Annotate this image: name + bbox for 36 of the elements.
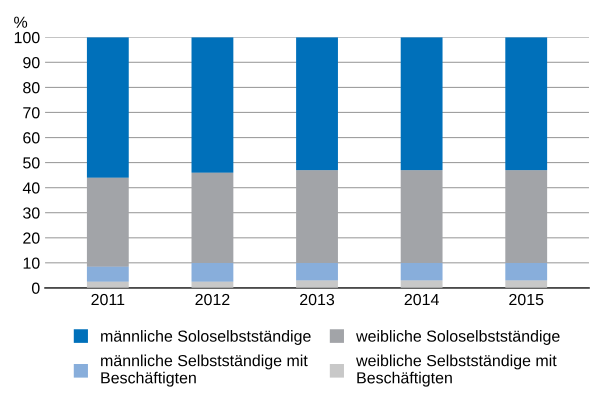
x-tick-label: 2012 (195, 294, 230, 306)
bar (400, 37, 443, 170)
bar (400, 262, 443, 280)
bar (296, 37, 338, 170)
y-tick-label: 60 (23, 132, 40, 144)
legend-label: männliche Soloselbstständige (101, 330, 311, 345)
x-tick-label: 2014 (404, 294, 439, 306)
bar (192, 262, 234, 282)
legend-label: weibliche Soloselbstständige (356, 330, 560, 345)
bar (296, 280, 338, 288)
bar (86, 266, 129, 282)
y-tick-label: 40 (22, 182, 40, 194)
bar (505, 37, 548, 170)
bar (296, 262, 338, 280)
y-axis-title: % (14, 16, 28, 28)
legend-label: weibliche Selbstständige mit Beschäftigten (356, 354, 557, 387)
bar (192, 37, 234, 173)
y-tick-label: 20 (23, 232, 40, 244)
x-tick-label: 2011 (91, 294, 124, 306)
legend-label: männliche Selbstständige mit Beschäftigten (101, 354, 308, 387)
y-tick-label: 50 (23, 157, 40, 169)
bar (192, 282, 234, 288)
y-tick-label: 30 (23, 207, 40, 219)
y-tick-label: 10 (24, 257, 40, 269)
y-tick-label: 80 (23, 82, 40, 94)
bar (400, 280, 443, 288)
bar (505, 262, 548, 280)
y-tick-label: 0 (32, 282, 40, 294)
bar (86, 37, 129, 178)
x-tick-label: 2015 (509, 294, 544, 306)
y-tick-label: 90 (23, 56, 40, 68)
y-tick-label: 70 (23, 107, 40, 118)
bar (86, 282, 129, 288)
bar (505, 280, 548, 288)
x-tick-label: 2013 (300, 294, 334, 306)
y-tick-label: 100 (14, 32, 40, 44)
